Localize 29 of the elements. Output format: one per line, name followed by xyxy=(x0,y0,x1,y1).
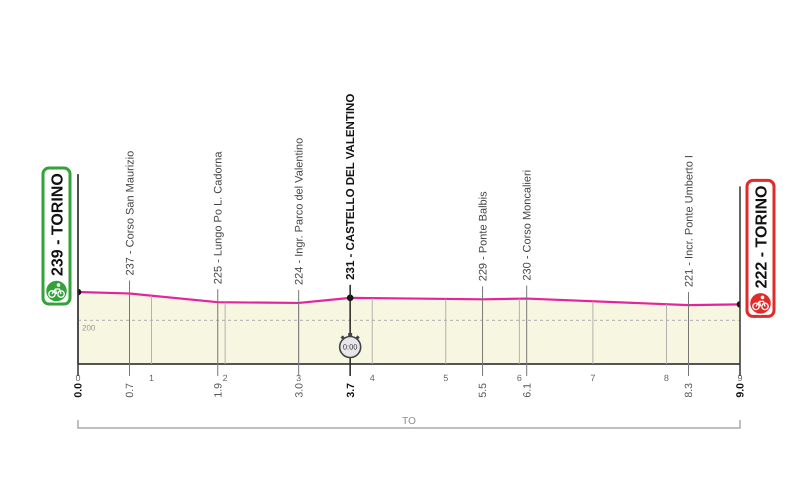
data-label: 239 - TORINO xyxy=(49,173,66,276)
x-tick-label: 5 xyxy=(443,373,448,383)
x-tick-label: 9 xyxy=(737,373,743,383)
data-label: 231 - CASTELLO DEL VALENTINO xyxy=(345,94,358,280)
x2-tick-label: 0.7 xyxy=(124,382,136,398)
data-label: 230 - Corso Moncalieri xyxy=(522,170,534,281)
x-tick-label: 6 xyxy=(516,373,522,383)
data-label: 222 - TORINO xyxy=(753,186,770,288)
x-tick-label: 7 xyxy=(590,373,596,383)
data-label: 221 - Incr. Ponte Umberto I xyxy=(683,155,696,288)
ref-line-label: 200 xyxy=(82,323,96,332)
x2-tick-label: 3.0 xyxy=(293,382,306,398)
data-label: 224 - Ingr. Parco del Valentino xyxy=(294,138,306,285)
x2-tick-label: 5.5 xyxy=(477,382,490,398)
text: TO xyxy=(402,416,416,427)
x-tick-label: 2 xyxy=(222,373,228,383)
x2-tick-label: 3.7 xyxy=(344,382,357,398)
x2-tick-label: 8.3 xyxy=(683,382,696,398)
data-label: 237 - Corso San Maurizio xyxy=(124,150,136,276)
x2-tick-label: 0.0 xyxy=(72,382,85,398)
x2-tick-label: 1.9 xyxy=(212,382,224,398)
x-tick-label: 3 xyxy=(296,373,302,383)
x2-tick-label: 9.0 xyxy=(734,382,747,398)
data-label: 225 - Lungo Po L. Cadorna xyxy=(212,150,225,284)
x-tick-label: 1 xyxy=(149,373,154,383)
x2-tick-label: 6.1 xyxy=(521,382,534,398)
x-tick-label: 4 xyxy=(370,373,375,383)
x-tick-label: 8 xyxy=(664,373,669,383)
data-label: 229 - Ponte Balbis xyxy=(477,190,490,282)
